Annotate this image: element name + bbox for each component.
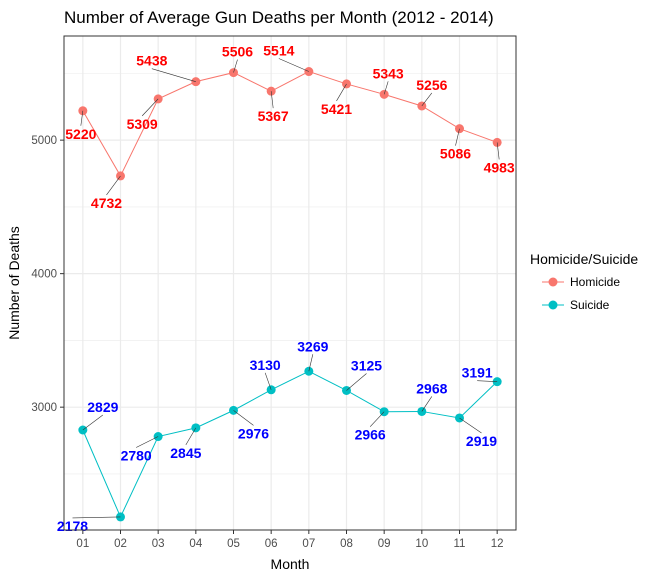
suicide-data-label: 2919 xyxy=(466,433,497,449)
suicide-data-label: 3125 xyxy=(351,357,382,373)
grid xyxy=(64,36,516,530)
suicide-label-connector xyxy=(421,396,433,412)
homicide-label-connector xyxy=(233,59,238,73)
suicide-label-connector xyxy=(308,354,314,372)
suicide-label-connector xyxy=(82,414,104,431)
y-tick-label: 4000 xyxy=(31,269,57,281)
x-tick-label: 07 xyxy=(302,538,315,550)
legend: Homicide/Suicide Homicide Suicide xyxy=(530,251,638,312)
suicide-line xyxy=(82,370,498,519)
homicide-data-label: 5438 xyxy=(136,53,167,69)
suicide-data-label: 2829 xyxy=(87,399,118,415)
y-tick-label: 5000 xyxy=(31,135,57,147)
homicide-data-label: 5086 xyxy=(440,146,471,162)
homicide-label-connector xyxy=(151,68,196,82)
suicide-data-label: 2845 xyxy=(170,445,201,461)
suicide-data-label: 2976 xyxy=(238,425,269,441)
suicide-label-connector xyxy=(185,427,197,446)
x-tick-label: 03 xyxy=(152,538,165,550)
x-tick-label: 11 xyxy=(454,538,466,550)
legend-suicide-icon xyxy=(548,300,558,310)
x-tick-label: 08 xyxy=(340,538,353,550)
homicide-label-connector xyxy=(336,83,347,102)
data-labels: 5220 4732 5309 5438 5506 5367 5514 5421 5343 5256… xyxy=(57,43,515,534)
x-tick-label: 01 xyxy=(76,538,89,550)
x-axis-title: Month xyxy=(271,556,310,572)
homicide-label-connector xyxy=(383,81,389,95)
homicide-line xyxy=(82,70,498,177)
axes: 3000 4000 5000 01 02 03 04 05 06 07 08 09 10 11 12 xyxy=(31,135,503,550)
suicide-data-label: 3191 xyxy=(462,365,493,381)
homicide-label-connector xyxy=(141,98,159,117)
legend-homicide-label: Homicide xyxy=(570,275,620,289)
homicide-data-label: 5343 xyxy=(373,65,404,81)
suicide-label-connector xyxy=(72,516,121,519)
suicide-data-label: 2780 xyxy=(121,448,152,464)
suicide-label-connector xyxy=(346,373,367,391)
suicide-data-label: 2968 xyxy=(416,380,447,396)
homicide-label-connector xyxy=(455,128,460,146)
suicide-label-connector xyxy=(459,417,482,434)
x-tick-label: 02 xyxy=(114,538,127,550)
homicide-data-label: 5256 xyxy=(416,77,447,93)
homicide-label-connector xyxy=(80,110,84,126)
x-tick-label: 12 xyxy=(491,538,504,550)
x-tick-label: 04 xyxy=(189,538,202,550)
y-tick-label: 3000 xyxy=(31,402,57,414)
suicide-label-connector xyxy=(477,380,498,382)
suicide-data-label: 3269 xyxy=(297,338,328,354)
suicide-data-label: 2178 xyxy=(57,518,88,534)
suicide-data-label: 3130 xyxy=(250,357,281,373)
x-tick-label: 10 xyxy=(415,538,428,550)
homicide-data-label: 5220 xyxy=(65,126,96,142)
suicide-data-label: 2966 xyxy=(355,427,386,443)
legend-suicide-label: Suicide xyxy=(570,298,610,312)
chart-title: Number of Average Gun Deaths per Month (… xyxy=(64,8,494,27)
x-tick-label: 06 xyxy=(265,538,278,550)
panel-border xyxy=(63,35,517,531)
legend-homicide-icon xyxy=(548,277,558,287)
homicide-data-label: 4732 xyxy=(91,195,122,211)
homicide-data-label: 5421 xyxy=(321,101,352,117)
homicide-data-label: 5367 xyxy=(258,108,289,124)
y-axis-title: Number of Deaths xyxy=(6,226,22,340)
homicide-data-label: 5514 xyxy=(263,43,294,59)
homicide-data-label: 4983 xyxy=(484,159,515,175)
suicide-label-connector xyxy=(369,411,385,427)
suicide-label-connector xyxy=(233,410,254,426)
x-tick-label: 05 xyxy=(227,538,240,550)
homicide-label-connector xyxy=(278,58,309,72)
homicide-label-connector xyxy=(270,91,274,109)
homicide-label-connector xyxy=(421,92,433,107)
x-tick-label: 09 xyxy=(378,538,391,550)
suicide-label-connector xyxy=(136,436,159,448)
legend-title: Homicide/Suicide xyxy=(530,251,638,267)
homicide-data-label: 5309 xyxy=(127,116,158,132)
suicide-label-connector xyxy=(264,372,272,390)
homicide-label-connector xyxy=(106,175,121,196)
homicide-data-label: 5506 xyxy=(222,44,253,60)
homicide-label-connector xyxy=(496,142,500,160)
